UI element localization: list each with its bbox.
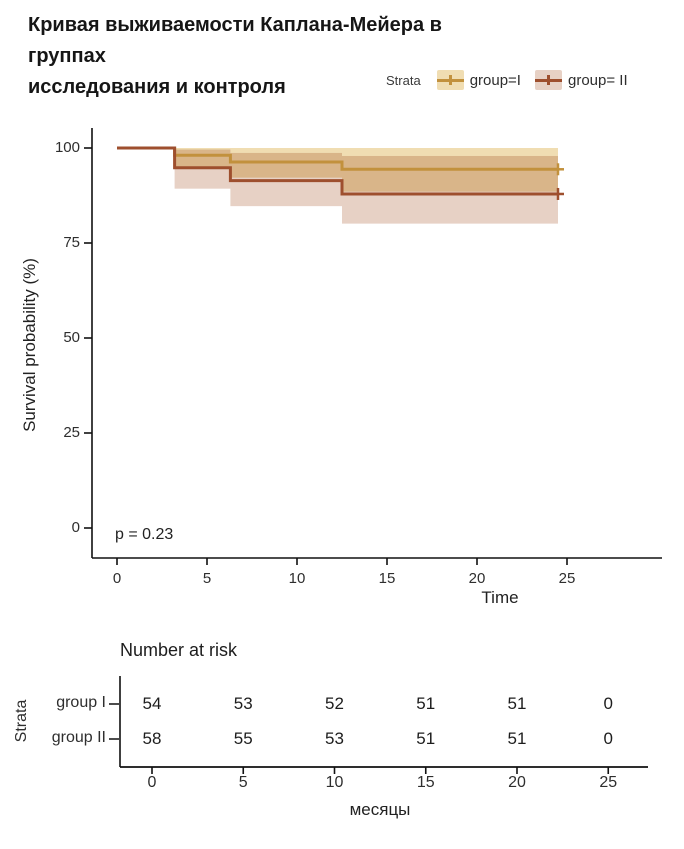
x-tick-label: 0 bbox=[112, 570, 122, 587]
risk-value: 0 bbox=[603, 694, 613, 713]
risk-value: 54 bbox=[142, 694, 162, 713]
y-tick-label: 100 bbox=[54, 139, 80, 156]
censor-plus-icon bbox=[546, 75, 550, 85]
legend-swatch-group1-icon bbox=[436, 70, 464, 90]
risk-x-tick-label: 10 bbox=[325, 774, 344, 791]
chart-title: Кривая выживаемости Каплана-Мейера в гру… bbox=[28, 10, 508, 103]
risk-x-tick-label: 0 bbox=[147, 774, 157, 791]
legend-item-group2: group= II bbox=[534, 70, 628, 90]
y-tick-label: 25 bbox=[63, 424, 80, 441]
y-tick-label: 50 bbox=[63, 329, 80, 346]
x-tick-label: 10 bbox=[288, 570, 306, 587]
risk-x-tick-label: 25 bbox=[599, 774, 618, 791]
risk-table-x-axis-label: месяцы bbox=[349, 800, 411, 819]
x-tick-label: 5 bbox=[202, 570, 212, 587]
chart-title-line1: Кривая выживаемости Каплана-Мейера в гру… bbox=[28, 14, 442, 67]
risk-x-tick-label: 15 bbox=[416, 774, 435, 791]
risk-value: 52 bbox=[325, 694, 344, 713]
risk-value: 51 bbox=[507, 694, 527, 713]
legend-label-group2: group= II bbox=[567, 71, 628, 89]
y-tick-label: 75 bbox=[63, 234, 80, 251]
legend-label-group1: group=I bbox=[469, 71, 521, 89]
risk-row-label-group2: group II bbox=[51, 729, 106, 746]
risk-x-tick-label: 5 bbox=[238, 774, 248, 791]
chart-title-line2: исследования и контроля bbox=[28, 76, 286, 98]
legend-item-group1: group=I bbox=[436, 70, 521, 90]
x-tick-label: 20 bbox=[468, 570, 486, 587]
legend-swatch-group2-icon bbox=[534, 70, 562, 90]
risk-value: 51 bbox=[507, 729, 527, 748]
risk-value: 55 bbox=[233, 729, 253, 748]
legend-title: Strata bbox=[386, 72, 421, 88]
risk-row-label-group1: group I bbox=[56, 694, 106, 711]
risk-value: 58 bbox=[142, 729, 162, 748]
risk-value: 51 bbox=[416, 694, 436, 713]
censor-plus-icon bbox=[448, 75, 452, 85]
y-tick-label: 0 bbox=[71, 519, 80, 536]
legend: Strata group=I group= II bbox=[386, 70, 628, 90]
risk-x-tick-label: 20 bbox=[508, 774, 526, 791]
survival-curve-group2 bbox=[117, 146, 558, 196]
x-tick-label: 15 bbox=[378, 570, 396, 587]
risk-value: 53 bbox=[325, 729, 344, 748]
confidence-band-group2 bbox=[342, 155, 558, 224]
risk-value: 51 bbox=[416, 729, 436, 748]
risk-value: 0 bbox=[603, 729, 613, 748]
p-value-annotation: p = 0.23 bbox=[115, 526, 174, 543]
x-axis-label: Time bbox=[481, 588, 519, 607]
x-tick-label: 25 bbox=[558, 570, 576, 587]
risk-value: 53 bbox=[233, 694, 253, 713]
risk-table-title: Number at risk bbox=[120, 640, 238, 660]
